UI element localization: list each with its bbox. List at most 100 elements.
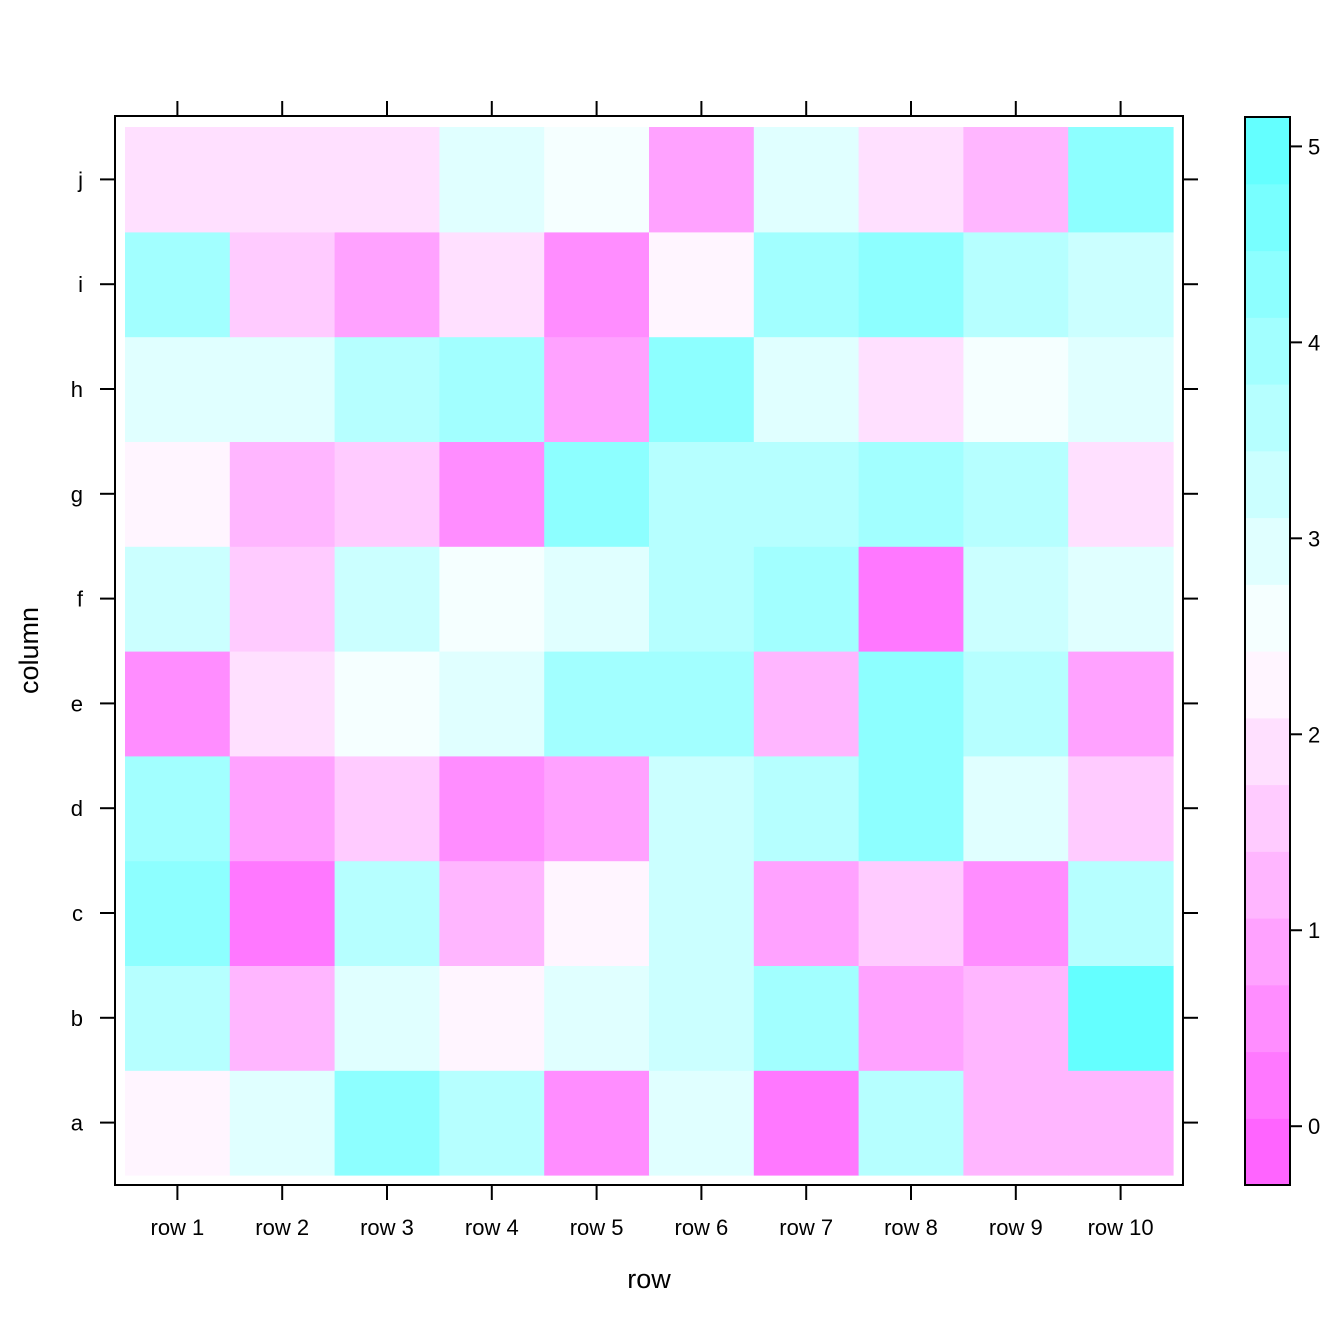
- heatmap-cell-j-4: [439, 127, 545, 233]
- heatmap-cell-b-1: [125, 965, 231, 1071]
- heatmap-cell-d-3: [334, 755, 440, 862]
- heatmap-cell-d-7: [753, 755, 860, 862]
- heatmap-cell-a-5: [544, 1070, 650, 1176]
- heatmap-cell-f-7: [753, 546, 860, 652]
- heatmap-cell-j-2: [229, 127, 336, 233]
- colorbar-tick-label: 5: [1308, 134, 1320, 159]
- heatmap-cell-j-6: [649, 127, 755, 233]
- colorbar-tick-label: 3: [1308, 526, 1320, 551]
- heatmap-cell-b-2: [229, 965, 336, 1071]
- colorbar-step: [1245, 384, 1290, 452]
- colorbar-tick-label: 4: [1308, 330, 1320, 355]
- heatmap-cell-g-4: [439, 441, 545, 547]
- x-axis-title: row: [627, 1264, 671, 1294]
- x-tick-label: row 3: [360, 1215, 414, 1240]
- colorbar-tick-label: 2: [1308, 722, 1320, 747]
- heatmap-cell-h-3: [334, 336, 440, 442]
- heatmap-cell-a-2: [229, 1070, 336, 1176]
- heatmap-cell-h-8: [858, 336, 964, 442]
- colorbar-step: [1245, 584, 1290, 652]
- heatmap-cell-i-2: [229, 231, 336, 338]
- heatmap-cell-g-10: [1068, 441, 1174, 547]
- heatmap-cell-g-5: [544, 441, 650, 547]
- colorbar-step: [1245, 784, 1290, 852]
- heatmap-cell-c-6: [649, 860, 755, 966]
- heatmap-cell-a-1: [125, 1070, 231, 1176]
- heatmap-cell-g-2: [229, 441, 336, 547]
- x-tick-label: row 7: [779, 1215, 833, 1240]
- colorbar-step: [1245, 918, 1290, 986]
- heatmap-cell-c-9: [963, 860, 1069, 966]
- heatmap-cell-b-9: [963, 965, 1069, 1071]
- heatmap-cell-b-7: [753, 965, 860, 1071]
- heatmap-cell-d-9: [963, 755, 1069, 862]
- x-tick-label: row 6: [675, 1215, 729, 1240]
- heatmap-cell-c-4: [439, 860, 545, 966]
- heatmap-cell-h-4: [439, 336, 545, 442]
- heatmap-cell-a-3: [334, 1070, 440, 1176]
- colorbar-step: [1245, 117, 1290, 185]
- heatmap-cell-c-3: [334, 860, 440, 966]
- heatmap-cell-j-5: [544, 127, 650, 233]
- colorbar-step: [1245, 1118, 1290, 1186]
- heatmap-cell-f-3: [334, 546, 440, 652]
- heatmap-cell-c-10: [1068, 860, 1174, 966]
- heatmap-cell-e-10: [1068, 651, 1174, 757]
- heatmap-cell-h-5: [544, 336, 650, 442]
- heatmap-cell-j-8: [858, 127, 964, 233]
- colorbar: 0 1 2 3 4 5: [1244, 116, 1320, 1186]
- heatmap-cell-b-4: [439, 965, 545, 1071]
- heatmap-cell-d-4: [439, 755, 545, 862]
- colorbar-step: [1245, 183, 1290, 252]
- heatmap-cell-h-9: [963, 336, 1069, 442]
- heatmap-cell-i-7: [753, 231, 860, 338]
- heatmap-cell-h-7: [753, 336, 860, 442]
- colorbar-step: [1245, 651, 1290, 719]
- heatmap-cell-e-8: [858, 651, 964, 757]
- heatmap-cell-c-2: [229, 860, 336, 966]
- heatmap-cell-h-10: [1068, 336, 1174, 442]
- x-tick-label: row 9: [989, 1215, 1043, 1240]
- heatmap-cell-g-6: [649, 441, 755, 547]
- heatmap-cell-d-2: [229, 755, 336, 862]
- heatmap-cell-i-4: [439, 231, 545, 338]
- heatmap-cell-f-2: [229, 546, 336, 652]
- heatmap-cell-i-6: [649, 231, 755, 338]
- x-tick-label: row 10: [1088, 1215, 1154, 1240]
- heatmap-cell-e-5: [544, 651, 650, 757]
- heatmap-cell-g-3: [334, 441, 440, 547]
- heatmap-cell-g-7: [753, 441, 860, 547]
- colorbar-step: [1245, 851, 1290, 919]
- heatmap-cell-b-8: [858, 965, 964, 1071]
- heatmap-cells: [125, 127, 1174, 1176]
- y-tick-label: i: [78, 272, 83, 297]
- heatmap-cell-i-1: [125, 231, 231, 338]
- heatmap-cell-i-9: [963, 231, 1069, 338]
- heatmap-cell-j-3: [334, 127, 440, 233]
- heatmap-cell-f-1: [125, 546, 231, 652]
- heatmap-cell-f-6: [649, 546, 755, 652]
- heatmap-cell-c-8: [858, 860, 964, 966]
- heatmap-cell-f-5: [544, 546, 650, 652]
- colorbar-step: [1245, 984, 1290, 1053]
- heatmap-cell-e-3: [334, 651, 440, 757]
- y-tick-label: c: [72, 901, 83, 926]
- colorbar-step: [1245, 317, 1290, 385]
- heatmap-cell-f-10: [1068, 546, 1174, 652]
- y-tick-label: g: [71, 482, 83, 507]
- heatmap-cell-g-8: [858, 441, 964, 547]
- colorbar-step: [1245, 450, 1290, 519]
- y-tick-label: f: [77, 587, 84, 612]
- heatmap-cell-a-9: [963, 1070, 1069, 1176]
- heatmap-cell-b-6: [649, 965, 755, 1071]
- colorbar-frame: [1244, 116, 1291, 1186]
- heatmap-cell-e-9: [963, 651, 1069, 757]
- heatmap-cell-h-2: [229, 336, 336, 442]
- heatmap-cell-e-4: [439, 651, 545, 757]
- heatmap-cell-b-10: [1068, 965, 1174, 1071]
- heatmap-cell-j-9: [963, 127, 1069, 233]
- y-axis-title: column: [14, 607, 44, 694]
- heatmap-cell-f-9: [963, 546, 1069, 652]
- colorbar-step: [1245, 517, 1290, 585]
